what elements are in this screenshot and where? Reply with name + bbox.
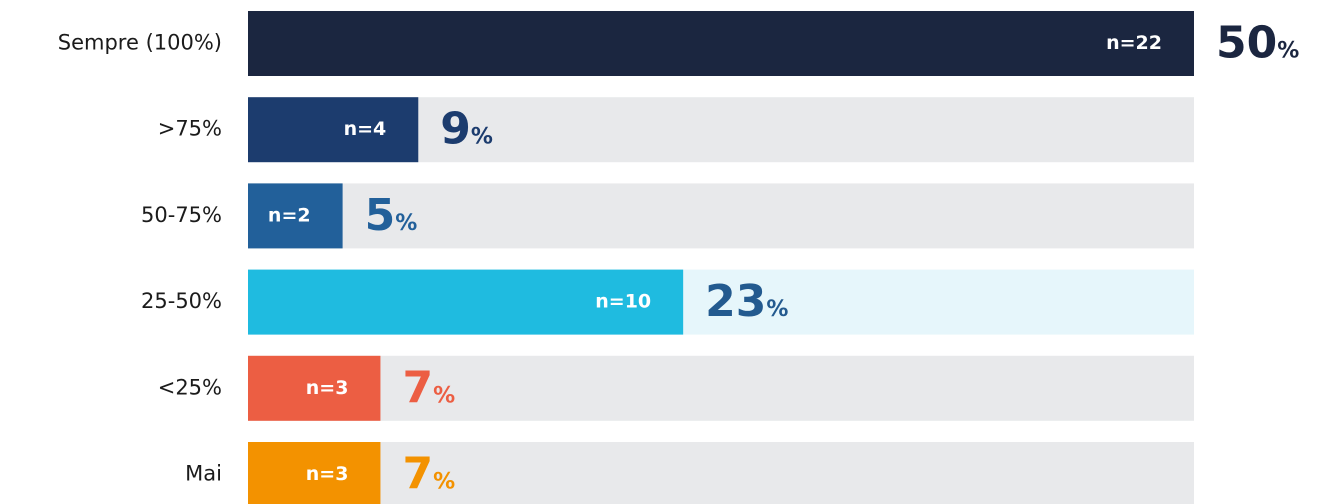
category-label: >75% (158, 117, 222, 141)
category-label: 25-50% (141, 289, 222, 313)
category-label: <25% (158, 375, 222, 399)
value-unit: % (1277, 39, 1299, 64)
bar-track (248, 183, 1194, 249)
value-label: 23% (705, 276, 788, 327)
value-number: 7 (402, 449, 433, 500)
value-number: 23 (705, 276, 766, 327)
value-number: 50 (1216, 18, 1277, 69)
value-unit: % (766, 297, 788, 322)
bar (248, 442, 381, 504)
category-label: Mai (185, 462, 222, 486)
n-label: n=4 (344, 118, 387, 140)
value-unit: % (433, 383, 455, 408)
bar (248, 11, 1194, 76)
bar-track (248, 442, 1194, 504)
value-unit: % (395, 211, 417, 236)
n-label: n=3 (306, 377, 349, 399)
value-unit: % (433, 470, 455, 495)
n-label: n=2 (268, 204, 311, 226)
value-label: 9% (440, 104, 493, 155)
bar (248, 355, 381, 421)
value-number: 5 (365, 190, 396, 241)
value-label: 7% (402, 449, 455, 500)
category-label: Sempre (100%) (58, 31, 222, 55)
bar (248, 269, 684, 335)
category-label: 50-75% (141, 203, 222, 227)
bar (248, 183, 343, 249)
value-label: 5% (365, 190, 418, 241)
bar (248, 97, 419, 163)
n-label: n=3 (306, 463, 349, 485)
bar-track (248, 355, 1194, 421)
n-label: n=22 (1106, 32, 1162, 54)
n-label: n=10 (595, 291, 651, 313)
value-label: 50% (1216, 18, 1299, 69)
value-number: 9 (440, 104, 471, 155)
value-number: 7 (402, 362, 433, 413)
value-unit: % (471, 125, 493, 150)
value-label: 7% (402, 362, 455, 413)
